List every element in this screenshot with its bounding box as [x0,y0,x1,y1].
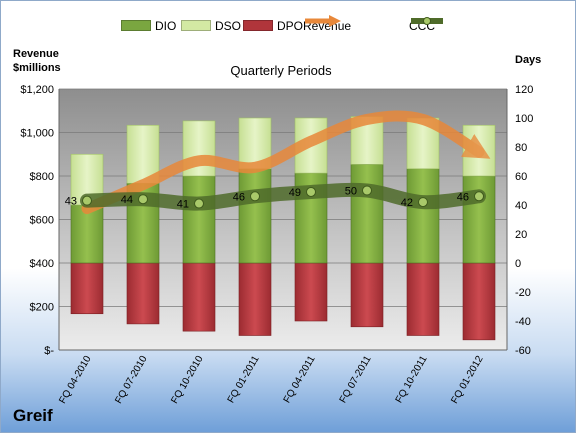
left-axis-title-line-2: $millions [13,62,61,74]
ccc-data-label: 49 [289,187,301,199]
company-name: Greif [13,406,53,425]
x-axis-category-label: FQ 01-2011 [226,354,262,405]
legend-swatch-dso [181,20,211,32]
left-axis-tick-label: $800 [30,171,54,183]
x-axis-category-label: FQ 01-2012 [449,354,485,406]
ccc-point [474,191,484,202]
right-axis-title: Days [515,54,542,66]
x-axis-category-label: FQ 07-2010 [113,354,149,406]
legend-label: DPO [277,18,304,33]
ccc-data-label: 46 [233,191,245,203]
right-axis-tick-label: 120 [515,84,533,96]
left-axis-tick-label: $200 [30,302,54,314]
bar-dpo [238,262,272,336]
right-axis-tick-label: 100 [515,113,533,125]
ccc-data-label: 46 [457,191,469,203]
left-axis-tick-label: $1,200 [20,84,54,96]
ccc-point [418,197,428,208]
legend-swatch-ccc [411,17,443,25]
x-axis-category-label: FQ 04-2011 [282,354,318,405]
bar-dio [350,164,384,264]
legend-swatch-dpo [243,20,273,32]
right-axis-tick-label: 20 [515,229,527,241]
bar-dpo [294,262,328,322]
legend-swatch-dio [121,20,151,32]
legend: DIO DSO DPO Revenue CCC [121,15,521,35]
bar-dpo [182,262,216,332]
right-axis-tick-label: 40 [515,200,527,212]
bar-dpo [406,262,440,336]
left-axis-title-line-1: Revenue [13,48,59,60]
ccc-data-label: 41 [177,199,189,211]
x-axis-category-label: FQ 10-2010 [169,354,205,406]
ccc-data-label: 44 [121,194,133,206]
bar-dpo [350,262,384,328]
chart-title: Quarterly Periods [230,63,332,78]
bar-dio [70,204,104,264]
legend-label: DSO [215,18,242,33]
ccc-point [194,198,204,209]
legend-item-revenue: Revenue [303,15,351,35]
right-axis-tick-label: 0 [515,258,521,270]
bar-dio [238,168,272,264]
legend-swatch-revenue [305,15,341,27]
ccc-point [362,185,372,196]
right-axis-tick-label: -60 [515,345,531,357]
bar-dio [462,175,496,264]
ccc-point [250,191,260,202]
x-axis-category-label: FQ 07-2011 [338,354,374,405]
ccc-data-label: 42 [401,197,413,209]
legend-item-ccc: CCC [409,15,443,35]
ccc-point [306,186,316,197]
right-axis-tick-label: 80 [515,142,527,154]
bar-dpo [126,262,160,325]
legend-item-dpo: DPO [243,15,303,35]
left-axis-tick-label: $1,000 [20,128,54,140]
x-axis-category-label: FQ 10-2011 [394,354,430,405]
bar-dio [182,175,216,264]
right-axis-tick-label: -40 [515,316,531,328]
ccc-data-label: 50 [345,186,357,198]
ccc-point [138,194,148,205]
left-axis-tick-label: $- [44,345,54,357]
legend-label: DIO [155,18,177,33]
x-axis-category-label: FQ 04-2010 [57,354,93,406]
bar-dpo [462,262,496,341]
revenue-line [81,110,491,215]
right-axis-tick-label: -20 [515,287,531,299]
right-axis-tick-label: 60 [515,171,527,183]
bar-dio [406,168,440,264]
legend-item-dio: DIO [121,15,176,35]
ccc-point [82,195,92,206]
left-axis-tick-label: $400 [30,258,54,270]
left-axis-title: Revenue $millions [13,47,61,75]
ccc-data-label: 43 [65,196,77,208]
left-axis-tick-label: $600 [30,215,54,227]
legend-item-dso: DSO [181,15,241,35]
bar-dpo [70,262,104,315]
